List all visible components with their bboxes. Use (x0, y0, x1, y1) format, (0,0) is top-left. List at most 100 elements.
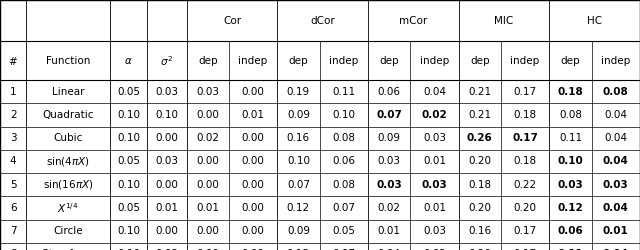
Text: 0.03: 0.03 (557, 180, 583, 190)
Text: 0.11: 0.11 (332, 87, 355, 97)
Text: 0.10: 0.10 (117, 226, 140, 236)
Text: 0.00: 0.00 (196, 226, 219, 236)
Text: 0.12: 0.12 (557, 203, 583, 213)
Text: $X^{1/4}$: $X^{1/4}$ (58, 201, 79, 215)
Text: indep: indep (511, 56, 540, 66)
Text: 0.02: 0.02 (196, 133, 220, 143)
Text: 0.03: 0.03 (376, 180, 402, 190)
Text: $\sin(16\pi X)$: $\sin(16\pi X)$ (43, 178, 93, 191)
Text: 0.26: 0.26 (467, 133, 493, 143)
Text: 0.20: 0.20 (468, 203, 492, 213)
Text: 0.10: 0.10 (117, 180, 140, 190)
Text: 3: 3 (10, 133, 17, 143)
Text: 0.04: 0.04 (603, 203, 628, 213)
Text: 6: 6 (10, 203, 17, 213)
Text: 0.10: 0.10 (117, 133, 140, 143)
Text: 0.00: 0.00 (196, 180, 219, 190)
Text: Circle: Circle (53, 226, 83, 236)
Text: 0.16: 0.16 (468, 226, 492, 236)
Text: 0.06: 0.06 (557, 226, 583, 236)
Text: 0.03: 0.03 (156, 156, 179, 166)
Text: $\alpha$: $\alpha$ (124, 56, 133, 66)
Text: 0.03: 0.03 (423, 226, 446, 236)
Text: dCor: dCor (310, 16, 335, 26)
Text: 0.11: 0.11 (559, 133, 582, 143)
Text: 0.12: 0.12 (287, 203, 310, 213)
Text: dep: dep (380, 56, 399, 66)
Text: 0.06: 0.06 (378, 87, 401, 97)
Text: 0.18: 0.18 (513, 156, 537, 166)
Text: HC: HC (587, 16, 602, 26)
Text: 0.16: 0.16 (287, 133, 310, 143)
Text: 0.03: 0.03 (196, 87, 220, 97)
Text: 0.10: 0.10 (287, 156, 310, 166)
Text: 0.10: 0.10 (156, 110, 179, 120)
Text: Cubic: Cubic (54, 133, 83, 143)
Text: 0.17: 0.17 (512, 133, 538, 143)
Text: 0.10: 0.10 (557, 156, 583, 166)
Text: indep: indep (329, 56, 358, 66)
Text: dep: dep (289, 56, 308, 66)
Text: dep: dep (198, 56, 218, 66)
Text: 0.00: 0.00 (242, 133, 264, 143)
Text: 0.09: 0.09 (287, 226, 310, 236)
Text: 0.09: 0.09 (378, 133, 401, 143)
Text: Function: Function (46, 56, 90, 66)
Text: 0.08: 0.08 (332, 133, 355, 143)
Text: 0.18: 0.18 (513, 110, 537, 120)
Text: 0.00: 0.00 (156, 180, 179, 190)
Text: 0.07: 0.07 (287, 180, 310, 190)
Text: $\sin(4\pi X)$: $\sin(4\pi X)$ (46, 155, 90, 168)
Text: 0.07: 0.07 (332, 203, 355, 213)
Text: 0.00: 0.00 (242, 87, 264, 97)
Text: indep: indep (239, 56, 268, 66)
Text: indep: indep (420, 56, 449, 66)
Text: 4: 4 (10, 156, 17, 166)
Text: MIC: MIC (494, 16, 514, 26)
Text: 0.01: 0.01 (378, 226, 401, 236)
Text: 0.19: 0.19 (287, 87, 310, 97)
Text: 0.05: 0.05 (332, 226, 355, 236)
Text: 0.02: 0.02 (422, 110, 447, 120)
Text: 0.03: 0.03 (603, 180, 628, 190)
Text: $\#$: $\#$ (8, 55, 18, 66)
Text: 0.01: 0.01 (241, 110, 264, 120)
Text: 0.08: 0.08 (603, 87, 628, 97)
Text: 1: 1 (10, 87, 17, 97)
Text: 0.01: 0.01 (603, 226, 628, 236)
Text: 0.02: 0.02 (378, 203, 401, 213)
Text: 0.04: 0.04 (604, 110, 627, 120)
Text: 0.17: 0.17 (513, 87, 537, 97)
Text: 0.21: 0.21 (468, 110, 492, 120)
Text: 0.10: 0.10 (117, 110, 140, 120)
Text: 0.17: 0.17 (513, 226, 537, 236)
Text: 0.08: 0.08 (559, 110, 582, 120)
Text: 0.20: 0.20 (468, 156, 492, 166)
Text: 0.01: 0.01 (196, 203, 220, 213)
Text: mCor: mCor (399, 16, 428, 26)
Text: dep: dep (470, 56, 490, 66)
Text: 0.05: 0.05 (117, 156, 140, 166)
Text: 0.07: 0.07 (376, 110, 402, 120)
Text: 0.03: 0.03 (378, 156, 401, 166)
Text: 5: 5 (10, 180, 17, 190)
Text: indep: indep (601, 56, 630, 66)
Text: 0.04: 0.04 (423, 87, 446, 97)
Text: 0.03: 0.03 (422, 180, 447, 190)
Text: 0.09: 0.09 (287, 110, 310, 120)
Text: 0.03: 0.03 (423, 133, 446, 143)
Text: 0.04: 0.04 (604, 133, 627, 143)
Text: 0.00: 0.00 (156, 133, 179, 143)
Text: 0.21: 0.21 (468, 87, 492, 97)
Text: 0.22: 0.22 (513, 180, 537, 190)
Text: 0.00: 0.00 (242, 180, 264, 190)
Text: 0.05: 0.05 (117, 87, 140, 97)
Text: 0.00: 0.00 (242, 203, 264, 213)
Text: 0.20: 0.20 (514, 203, 536, 213)
Text: Cor: Cor (223, 16, 241, 26)
Text: 0.18: 0.18 (468, 180, 492, 190)
Text: 0.03: 0.03 (156, 87, 179, 97)
Text: 0.01: 0.01 (423, 156, 446, 166)
Text: dep: dep (561, 56, 580, 66)
Text: 0.00: 0.00 (242, 156, 264, 166)
